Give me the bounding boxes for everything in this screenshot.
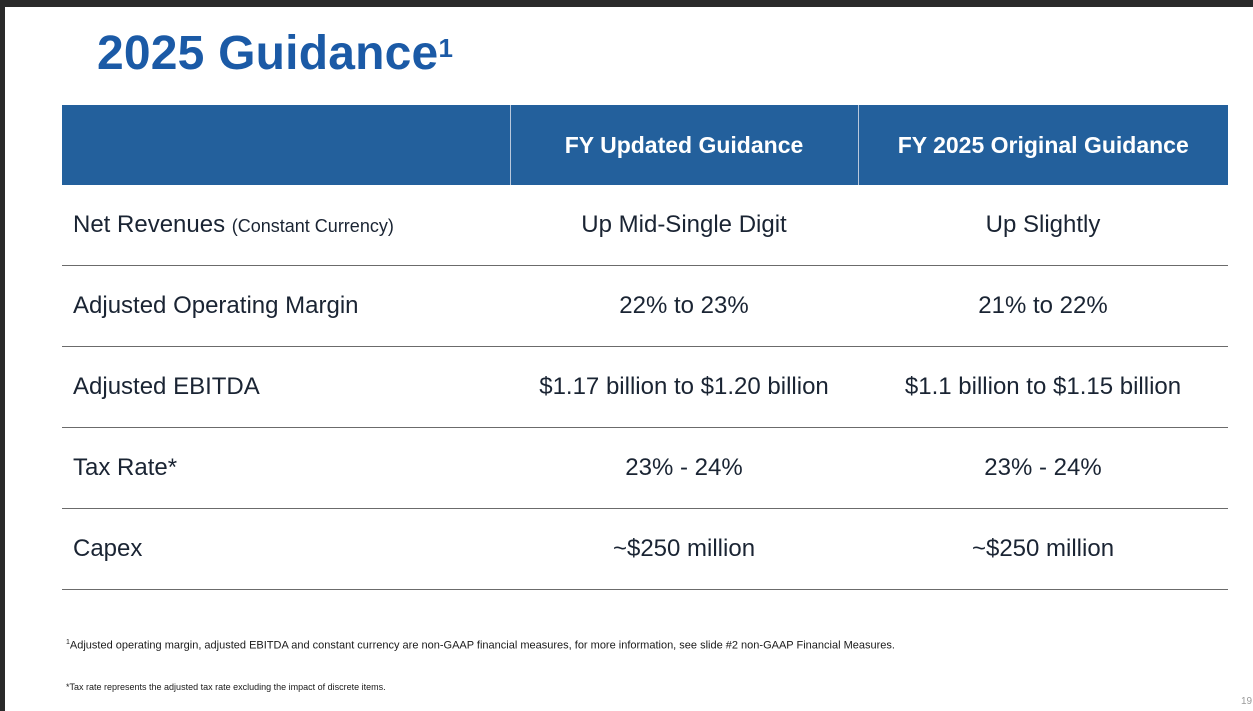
footnote-marker: 1 (66, 639, 70, 646)
guidance-table: FY Updated Guidance FY 2025 Original Gui… (62, 105, 1228, 590)
row-label-net-revenues: Net Revenues (Constant Currency) (62, 185, 510, 266)
cell-updated-guidance: Up Mid-Single Digit (510, 185, 858, 266)
table-row: Adjusted Operating Margin 22% to 23% 21%… (62, 265, 1228, 347)
cell-original-guidance: $1.1 billion to $1.15 billion (858, 346, 1228, 428)
cell-updated-guidance: 22% to 23% (510, 265, 858, 347)
footnote-non-gaap-text: Adjusted operating margin, adjusted EBIT… (69, 639, 895, 652)
row-label-adjusted-operating-margin: Adjusted Operating Margin (62, 265, 510, 347)
table-row: Tax Rate* 23% - 24% 23% - 24% (62, 427, 1228, 509)
row-label-capex: Capex (62, 508, 510, 590)
row-label-tax-rate: Tax Rate* (62, 427, 510, 509)
slide-title: 2025 Guidance1 (97, 24, 453, 84)
footnote-tax-rate: *Tax rate represents the adjusted tax ra… (66, 682, 386, 692)
window-top-border (0, 0, 1253, 7)
window-left-border (0, 0, 5, 711)
table-header-row: FY Updated Guidance FY 2025 Original Gui… (62, 105, 1228, 185)
cell-original-guidance: 23% - 24% (858, 427, 1228, 509)
row-label-text: Net Revenues (73, 211, 226, 238)
slide-title-text: 2025 Guidance (97, 27, 439, 80)
table-row: Net Revenues (Constant Currency) Up Mid-… (62, 185, 1228, 266)
header-fy-2025-original-guidance: FY 2025 Original Guidance (857, 105, 1228, 185)
row-label-subtext: (Constant Currency) (231, 216, 394, 236)
title-footnote-marker: 1 (438, 33, 454, 63)
cell-updated-guidance: $1.17 billion to $1.20 billion (510, 346, 858, 428)
cell-original-guidance: 21% to 22% (858, 265, 1228, 347)
header-fy-updated-guidance: FY Updated Guidance (509, 105, 858, 185)
cell-original-guidance: ~$250 million (858, 508, 1228, 590)
footnote-non-gaap: 1Adjusted operating margin, adjusted EBI… (66, 639, 895, 652)
table-row: Capex ~$250 million ~$250 million (62, 508, 1228, 590)
header-empty-cell (62, 105, 510, 185)
table-row: Adjusted EBITDA $1.17 billion to $1.20 b… (62, 346, 1228, 428)
cell-updated-guidance: 23% - 24% (510, 427, 858, 509)
row-label-adjusted-ebitda: Adjusted EBITDA (62, 346, 510, 428)
page-number: 19 (1241, 696, 1253, 707)
cell-original-guidance: Up Slightly (858, 185, 1228, 266)
cell-updated-guidance: ~$250 million (510, 508, 858, 590)
